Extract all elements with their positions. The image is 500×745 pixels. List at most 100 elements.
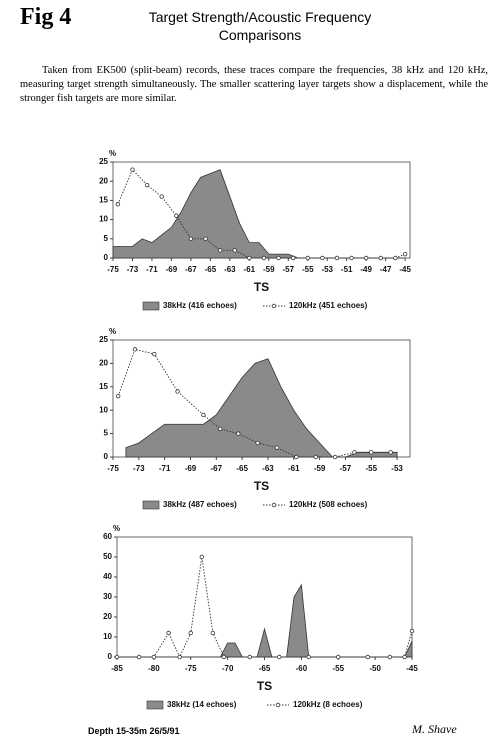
y-tick-label: 15 — [99, 382, 108, 391]
x-tick-label: -71 — [159, 464, 171, 473]
marker — [402, 654, 407, 660]
caption: Taken from EK500 (split-beam) records, t… — [20, 65, 488, 104]
marker — [144, 182, 150, 188]
x-axis-label: TS — [257, 679, 272, 693]
legend-label: 38kHz (487 echoes) — [163, 500, 237, 509]
marker — [166, 630, 171, 636]
footer: Depth 15-35m 26/5/91 — [88, 726, 180, 736]
marker — [247, 654, 252, 660]
x-tick-label: -59 — [263, 265, 275, 274]
y-tick-label: 20 — [99, 176, 108, 185]
x-tick-label: -57 — [340, 464, 352, 473]
legend-label: 38kHz (416 echoes) — [163, 301, 237, 310]
marker — [217, 248, 223, 253]
marker — [363, 255, 369, 261]
x-tick-label: -63 — [262, 464, 274, 473]
marker — [115, 393, 121, 399]
legend-swatch — [146, 700, 164, 710]
y-tick-label: 20 — [103, 612, 112, 621]
y-tick-label: 10 — [99, 405, 108, 414]
x-axis-label: TS — [254, 479, 269, 493]
y-tick-label: 0 — [104, 253, 109, 262]
x-tick-label: -60 — [296, 664, 308, 673]
marker — [175, 389, 180, 394]
y-tick-label: 0 — [104, 452, 109, 461]
x-tick-label: -75 — [107, 265, 119, 274]
marker — [305, 255, 310, 261]
marker — [294, 454, 299, 460]
x-tick-label: -50 — [369, 664, 381, 673]
area — [125, 358, 398, 458]
x-tick-label: -57 — [282, 265, 294, 274]
area — [117, 583, 413, 658]
x-tick-label: -65 — [236, 464, 248, 473]
y-tick-label: 25 — [99, 157, 108, 166]
marker — [247, 255, 252, 261]
marker — [349, 255, 354, 261]
marker — [276, 255, 281, 261]
y-axis-label: % — [109, 327, 116, 336]
x-tick-label: -65 — [259, 664, 271, 673]
marker — [114, 654, 120, 660]
marker — [274, 445, 280, 450]
x-tick-label: -61 — [244, 265, 256, 274]
x-tick-label: -73 — [133, 464, 145, 473]
marker — [320, 255, 325, 261]
figure-number: Fig 4 — [20, 4, 72, 30]
marker — [313, 454, 318, 460]
x-tick-label: -67 — [185, 265, 197, 274]
marker — [151, 654, 157, 660]
marker — [409, 628, 415, 634]
marker — [402, 251, 408, 257]
area — [112, 169, 406, 259]
marker — [387, 654, 393, 660]
marker — [130, 167, 135, 172]
x-tick-label: -65 — [205, 265, 217, 274]
marker — [378, 255, 383, 261]
x-tick-label: -67 — [211, 464, 223, 473]
marker — [352, 450, 357, 455]
marker — [393, 255, 398, 261]
legend-label: 120kHz (451 echoes) — [289, 301, 368, 310]
marker — [217, 426, 223, 432]
marker — [232, 248, 237, 253]
marker — [306, 654, 311, 660]
legend-label: 38kHz (14 echoes) — [167, 700, 237, 709]
x-tick-label: -45 — [399, 265, 411, 274]
y-tick-label: 15 — [99, 196, 108, 205]
marker — [201, 412, 206, 418]
marker — [132, 347, 138, 352]
legend-label: 120kHz (508 echoes) — [289, 500, 368, 509]
marker — [290, 255, 296, 261]
x-tick-label: -73 — [127, 265, 139, 274]
x-tick-label: -80 — [148, 664, 160, 673]
x-tick-label: -75 — [185, 664, 197, 673]
marker — [388, 450, 393, 455]
x-axis-label: TS — [254, 280, 269, 294]
figure-title: Target Strength/Acoustic Frequency Compa… — [148, 9, 372, 43]
marker — [261, 255, 267, 261]
signature: M. Shave — [412, 722, 457, 736]
marker — [199, 554, 205, 560]
y-tick-label: 10 — [103, 632, 112, 641]
marker — [159, 194, 164, 199]
marker — [136, 654, 142, 660]
y-tick-label: 0 — [108, 652, 113, 661]
marker — [365, 654, 370, 660]
legend-marker — [271, 303, 277, 309]
legend-swatch — [142, 500, 160, 510]
x-tick-label: -55 — [302, 265, 314, 274]
y-tick-label: 5 — [104, 429, 109, 438]
y-tick-label: 5 — [104, 234, 109, 243]
marker — [369, 450, 374, 455]
x-tick-label: -59 — [314, 464, 326, 473]
y-axis-label: % — [113, 524, 120, 533]
y-tick-label: 25 — [99, 335, 108, 344]
marker — [203, 236, 208, 241]
y-tick-label: 20 — [99, 359, 108, 368]
x-tick-label: -47 — [380, 265, 392, 274]
y-tick-label: 60 — [103, 532, 112, 541]
x-tick-label: -53 — [321, 265, 333, 274]
